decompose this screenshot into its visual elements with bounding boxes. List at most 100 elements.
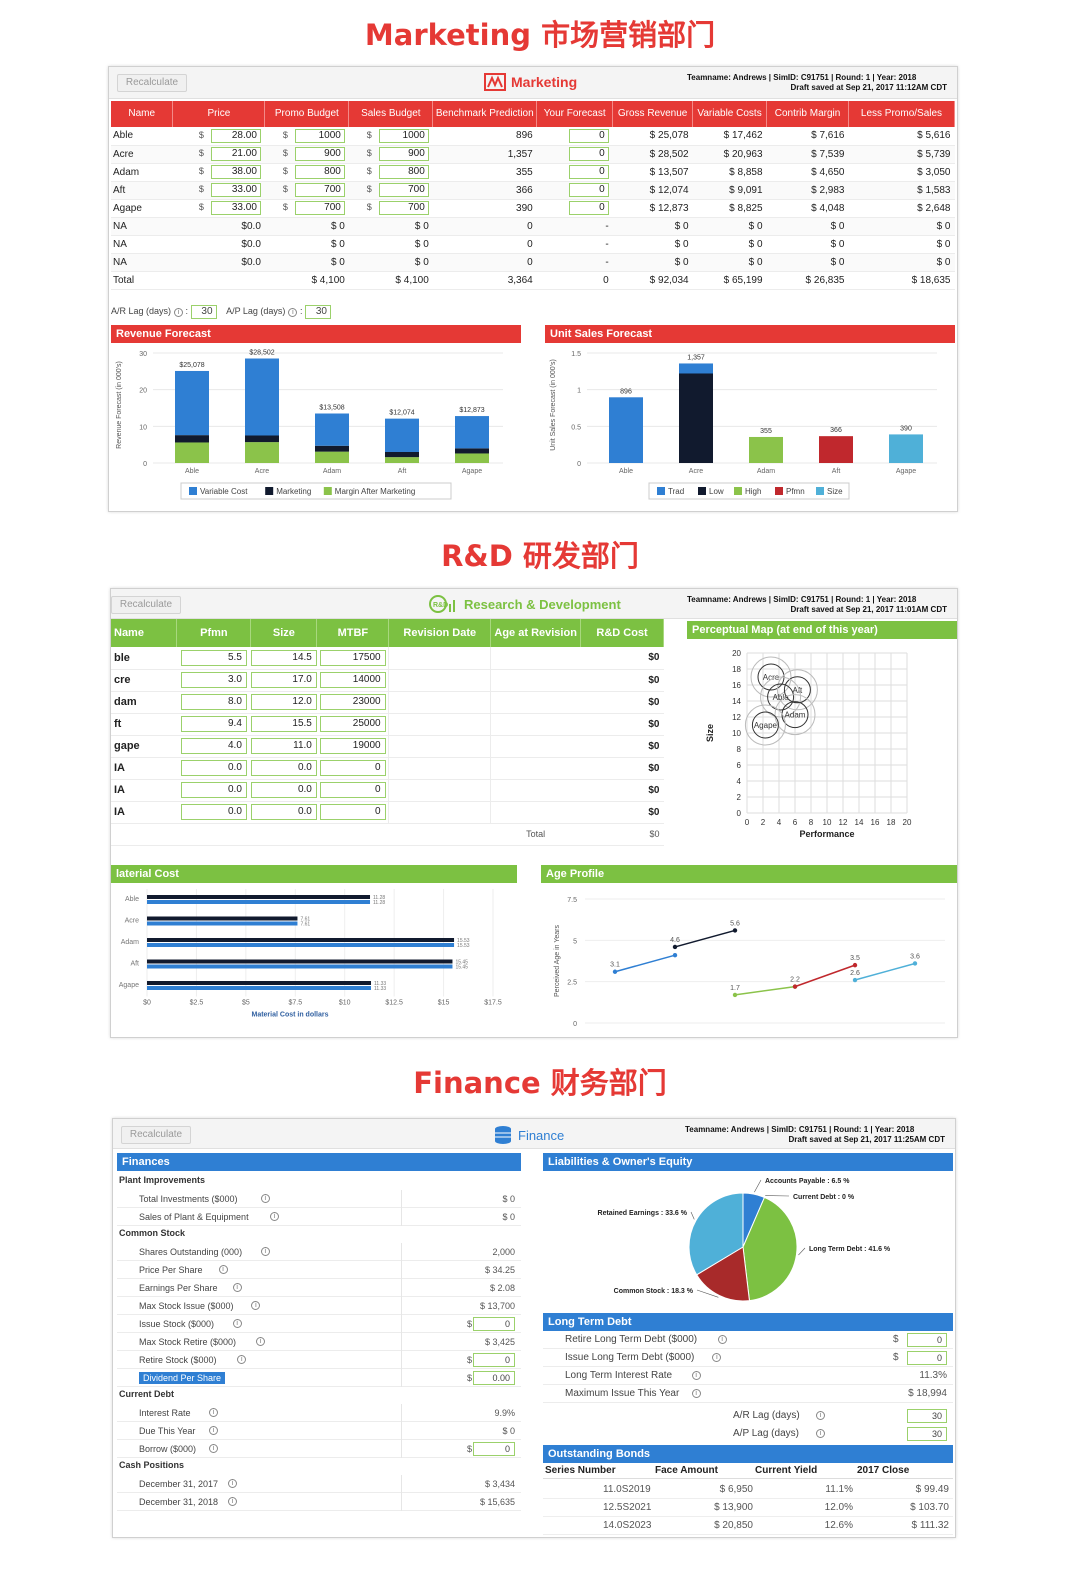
table-cell[interactable]: 25000 — [316, 713, 389, 736]
ar-lag-input[interactable]: 30 — [907, 1409, 947, 1423]
info-icon[interactable]: i — [691, 1389, 701, 1398]
table-cell[interactable]: $38.00 — [172, 163, 265, 182]
info-icon[interactable]: i — [691, 1371, 701, 1380]
pfmn-input[interactable]: 4.0 — [180, 738, 247, 754]
size-input[interactable]: 12.0 — [250, 694, 317, 710]
table-cell[interactable]: $33.00 — [172, 181, 265, 200]
finance-input[interactable]: 0 — [473, 1353, 515, 1367]
info-icon[interactable]: i — [288, 308, 298, 317]
size-input[interactable]: 11.0 — [250, 738, 317, 754]
size-input[interactable]: 14.5 — [250, 649, 317, 666]
pfmn-input[interactable]: 3.0 — [180, 672, 247, 688]
price-input[interactable]: 38.00 — [210, 165, 261, 179]
sales-input[interactable]: 1000 — [378, 128, 429, 143]
table-cell[interactable]: $800 — [348, 163, 433, 182]
finance-input[interactable]: 0 — [473, 1317, 515, 1331]
sales-input[interactable]: 900 — [378, 147, 429, 161]
table-cell[interactable]: $1000 — [264, 127, 349, 146]
sales-input[interactable]: 700 — [378, 183, 429, 197]
recalculate-button[interactable]: Recalculate — [121, 1126, 191, 1144]
pfmn-input[interactable]: 8.0 — [180, 694, 247, 710]
table-cell[interactable]: 14.5 — [250, 647, 317, 670]
pfmn-input[interactable]: 0.0 — [180, 804, 247, 820]
table-cell[interactable]: 0.0 — [176, 779, 251, 802]
mtbf-input[interactable]: 14000 — [319, 672, 386, 688]
info-icon[interactable]: i — [218, 1265, 228, 1274]
mtbf-input[interactable]: 17500 — [319, 649, 386, 666]
size-input[interactable]: 0.0 — [250, 760, 317, 776]
ap-lag-input[interactable]: 30 — [304, 305, 331, 319]
ap-lag-input[interactable]: 30 — [907, 1427, 947, 1441]
forecast-input[interactable]: 0 — [568, 165, 609, 179]
table-cell[interactable]: 9.4 — [176, 713, 251, 736]
info-icon[interactable]: i — [260, 1194, 270, 1203]
table-cell[interactable]: $700 — [264, 181, 349, 200]
table-cell[interactable]: 0.0 — [176, 757, 251, 780]
table-cell[interactable]: 8.0 — [176, 691, 251, 714]
table-cell[interactable]: 17.0 — [250, 669, 317, 692]
recalculate-button[interactable]: Recalculate — [117, 74, 187, 92]
table-cell[interactable]: 0.0 — [250, 779, 317, 802]
info-icon[interactable]: i — [209, 1444, 219, 1453]
table-cell[interactable]: $700 — [348, 181, 433, 200]
promo-input[interactable]: 900 — [294, 147, 345, 161]
ar-lag-input[interactable]: 30 — [190, 305, 217, 319]
info-icon[interactable]: i — [256, 1337, 266, 1346]
table-cell[interactable]: 5.5 — [176, 647, 251, 670]
info-icon[interactable]: i — [227, 1497, 237, 1506]
table-cell[interactable]: 11.0 — [250, 735, 317, 758]
mtbf-input[interactable]: 19000 — [319, 738, 386, 754]
ltd-input[interactable]: 0 — [907, 1333, 947, 1347]
info-icon[interactable]: i — [270, 1212, 280, 1221]
price-input[interactable]: 28.00 — [210, 128, 261, 143]
ltd-input[interactable]: 0 — [907, 1351, 947, 1365]
promo-input[interactable]: 800 — [294, 165, 345, 179]
forecast-input[interactable]: 0 — [568, 183, 609, 197]
info-icon[interactable]: i — [816, 1429, 825, 1438]
table-cell[interactable]: 4.0 — [176, 735, 251, 758]
info-icon[interactable]: i — [260, 1247, 270, 1256]
info-icon[interactable]: i — [712, 1353, 722, 1362]
table-cell[interactable]: 0 — [536, 145, 613, 164]
promo-input[interactable]: 1000 — [294, 128, 345, 143]
mtbf-input[interactable]: 0 — [319, 804, 386, 820]
pfmn-input[interactable]: 9.4 — [180, 716, 247, 732]
mtbf-input[interactable]: 0 — [319, 760, 386, 776]
table-cell[interactable]: $900 — [348, 145, 433, 164]
table-cell[interactable]: 17500 — [316, 647, 389, 670]
table-cell[interactable]: 0 — [316, 779, 389, 802]
size-input[interactable]: 0.0 — [250, 782, 317, 798]
table-cell[interactable]: $900 — [264, 145, 349, 164]
promo-input[interactable]: 700 — [294, 183, 345, 197]
sales-input[interactable]: 800 — [378, 165, 429, 179]
size-input[interactable]: 17.0 — [250, 672, 317, 688]
table-cell[interactable]: $21.00 — [172, 145, 265, 164]
table-cell[interactable]: $1000 — [348, 127, 433, 146]
price-input[interactable]: 33.00 — [210, 201, 261, 215]
price-input[interactable]: 33.00 — [210, 183, 261, 197]
forecast-input[interactable]: 0 — [568, 147, 609, 161]
finance-input[interactable]: 0.00 — [473, 1371, 515, 1385]
size-input[interactable]: 0.0 — [250, 804, 317, 820]
table-cell[interactable]: 0 — [536, 199, 613, 218]
table-cell[interactable]: $700 — [348, 199, 433, 218]
table-cell[interactable]: 15.5 — [250, 713, 317, 736]
table-cell[interactable]: 0.0 — [250, 801, 317, 824]
table-cell[interactable]: 14000 — [316, 669, 389, 692]
table-cell[interactable]: $800 — [264, 163, 349, 182]
info-icon[interactable]: i — [174, 308, 184, 317]
table-cell[interactable]: $700 — [264, 199, 349, 218]
table-cell[interactable]: 19000 — [316, 735, 389, 758]
finance-input[interactable]: 0 — [473, 1442, 515, 1456]
pfmn-input[interactable]: 0.0 — [180, 760, 247, 776]
mtbf-input[interactable]: 0 — [319, 782, 386, 798]
table-cell[interactable]: 0 — [316, 801, 389, 824]
forecast-input[interactable]: 0 — [568, 201, 609, 215]
table-cell[interactable]: 0 — [316, 757, 389, 780]
pfmn-input[interactable]: 5.5 — [180, 649, 247, 666]
table-cell[interactable]: $28.00 — [172, 127, 265, 146]
info-icon[interactable]: i — [209, 1408, 219, 1417]
mtbf-input[interactable]: 23000 — [319, 694, 386, 710]
info-icon[interactable]: i — [227, 1479, 237, 1488]
mtbf-input[interactable]: 25000 — [319, 716, 386, 732]
